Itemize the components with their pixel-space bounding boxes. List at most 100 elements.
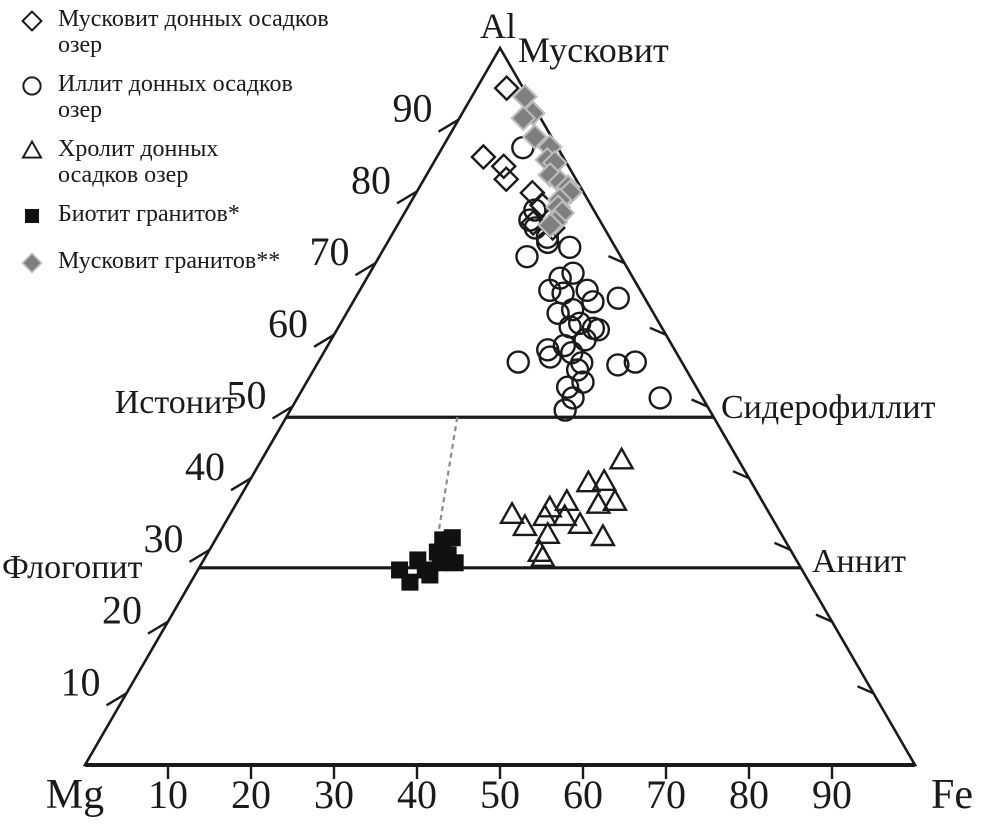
legend-item: Биотит гранитов* xyxy=(18,201,390,235)
data-point xyxy=(446,554,464,572)
data-point xyxy=(558,235,582,260)
diamond-gray-icon xyxy=(18,248,58,282)
data-point xyxy=(560,298,585,322)
data-point xyxy=(567,510,594,535)
data-point xyxy=(585,490,612,514)
data-point xyxy=(591,467,618,491)
data-point xyxy=(561,386,585,410)
data-point xyxy=(551,502,578,527)
data-point xyxy=(514,86,535,107)
legend-item: Мусковит донных осадков озер xyxy=(18,6,390,58)
data-point xyxy=(538,278,562,303)
square-filled-icon xyxy=(25,209,39,223)
right-axis-tick xyxy=(857,685,874,695)
triangle-open-icon xyxy=(18,136,58,170)
legend-item-label: Мусковит донных осадков xyxy=(58,6,329,32)
data-point xyxy=(606,353,630,377)
data-point xyxy=(553,398,577,422)
legend: Мусковит донных осадков озер Иллит донных … xyxy=(18,6,390,282)
bottom-axis-tick-label: 30 xyxy=(314,772,354,817)
data-point xyxy=(443,529,461,547)
data-point xyxy=(589,523,616,547)
bottom-axis-tick-label: 80 xyxy=(729,772,769,817)
data-point xyxy=(401,573,419,591)
left-axis-tick xyxy=(147,620,169,635)
left-axis-tick-label: 20 xyxy=(102,588,142,633)
left-axis-tick xyxy=(271,405,294,420)
series-circle-open xyxy=(506,135,672,422)
diamond-gray-icon xyxy=(23,254,41,272)
data-point xyxy=(546,301,570,325)
left-axis-tick-label: 90 xyxy=(393,86,433,131)
series-diamond-gray xyxy=(510,83,584,239)
data-point xyxy=(470,143,497,171)
apex-element-label: Al xyxy=(480,6,516,46)
left-axis-tick xyxy=(230,477,252,492)
bottom-axis-tick-label: 20 xyxy=(231,772,271,817)
corner-label-fe: Fe xyxy=(931,772,973,818)
legend-item: Иллит донных осадков озер xyxy=(18,71,390,123)
legend-item: Мусковит гранитов** xyxy=(18,248,390,282)
left-axis-tick-label: 10 xyxy=(61,659,101,704)
field-label-istonit: Истонит xyxy=(115,384,237,421)
legend-item-label: Мусковит гранитов** xyxy=(58,248,281,274)
triangle-open-icon xyxy=(21,139,43,159)
data-point xyxy=(531,502,558,527)
data-point xyxy=(513,108,534,129)
field-label-annite: Аннит xyxy=(812,543,906,580)
legend-item-label: осадков озер xyxy=(58,162,189,188)
data-point xyxy=(648,386,672,410)
data-point xyxy=(555,375,580,399)
corner-label-mg: Mg xyxy=(46,772,104,818)
data-point xyxy=(623,350,647,374)
data-point xyxy=(552,333,577,358)
right-axis-tick xyxy=(815,613,833,623)
data-point xyxy=(511,513,538,537)
data-point xyxy=(575,469,602,493)
square-filled-icon xyxy=(18,201,58,235)
series-triangle-open xyxy=(498,446,635,567)
circle-open-icon xyxy=(22,76,42,96)
diamond-open-icon xyxy=(21,10,43,32)
left-axis-tick-label: 80 xyxy=(351,157,391,202)
legend-item-label: озер xyxy=(58,32,103,58)
left-axis-tick xyxy=(396,190,418,205)
left-axis-tick-label: 30 xyxy=(144,516,184,561)
legend-item-label: Хролит донных xyxy=(58,136,219,162)
right-axis-tick xyxy=(608,255,625,265)
right-axis-tick xyxy=(732,470,750,480)
left-axis-tick xyxy=(354,262,377,277)
data-point xyxy=(490,153,517,180)
data-point xyxy=(524,126,545,147)
legend-item: Хролит донных осадков озер xyxy=(18,136,390,188)
data-points xyxy=(391,74,672,591)
data-point xyxy=(561,261,585,285)
data-point xyxy=(608,446,635,470)
left-axis-tick xyxy=(105,692,128,707)
bottom-axis-tick-label: 50 xyxy=(480,772,520,817)
bottom-axis-tick-label: 70 xyxy=(646,772,686,817)
left-axis-tick-label: 50 xyxy=(227,373,267,418)
diamond-open-icon xyxy=(18,6,58,40)
bottom-axis-tick-label: 90 xyxy=(812,772,852,817)
data-point xyxy=(534,520,561,545)
data-point xyxy=(565,358,590,382)
left-axis-tick-label: 60 xyxy=(268,301,308,346)
field-boundary-lines xyxy=(199,415,801,570)
left-axis-tick xyxy=(313,333,335,348)
data-point xyxy=(606,286,630,310)
data-point xyxy=(506,350,530,374)
bottom-axis-tick-label: 40 xyxy=(397,772,437,817)
legend-item-label: Биотит гранитов* xyxy=(58,201,240,227)
circle-open-icon xyxy=(18,71,58,105)
right-axis-tick xyxy=(649,326,667,336)
data-point xyxy=(540,215,561,236)
legend-item-label: озер xyxy=(58,97,103,123)
data-point xyxy=(498,500,526,524)
series-square-filled xyxy=(391,529,464,591)
data-point xyxy=(581,290,605,314)
left-axis-tick-label: 40 xyxy=(185,444,225,489)
